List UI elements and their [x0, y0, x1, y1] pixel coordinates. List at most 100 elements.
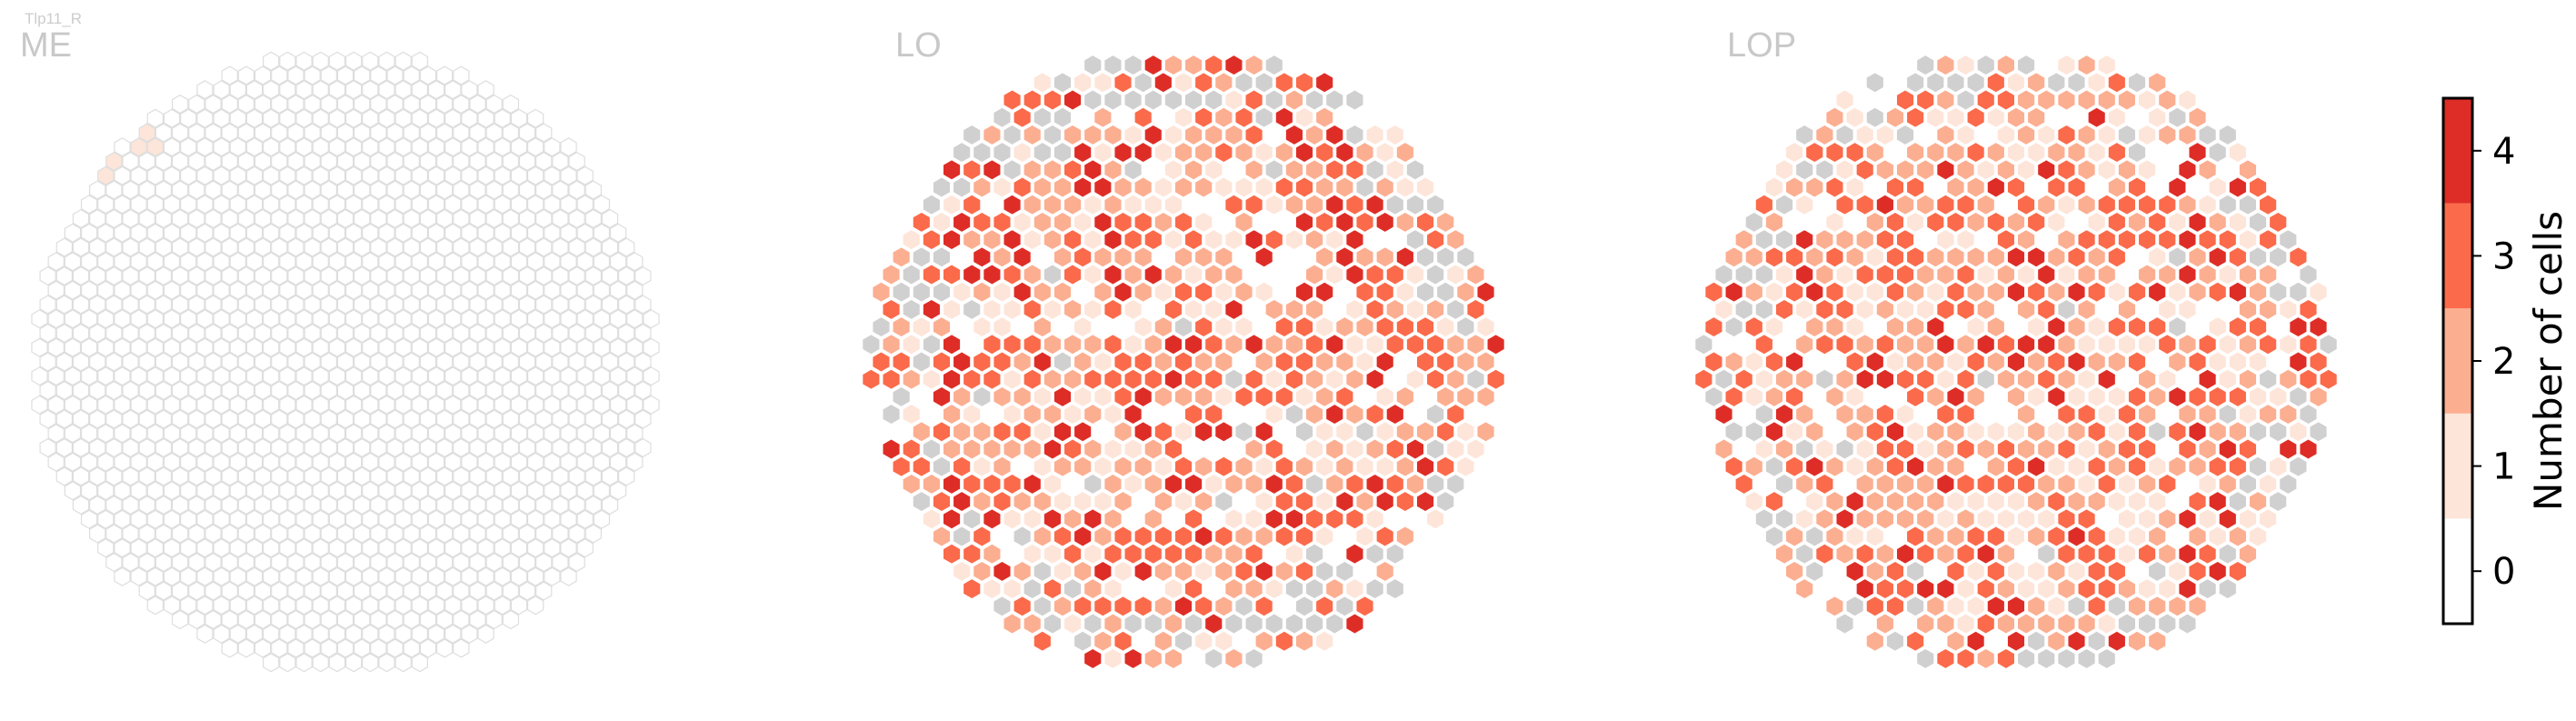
hex-cell — [2167, 315, 2188, 338]
hex-cell — [354, 265, 371, 286]
hex-cell — [403, 323, 420, 344]
hex-cell — [444, 309, 462, 329]
hex-cell — [2087, 386, 2107, 408]
hex-cell — [221, 295, 238, 315]
hex-cell — [312, 137, 329, 157]
hex-cell — [362, 395, 379, 415]
hex-cell — [1213, 455, 1234, 478]
hex-cell — [122, 208, 139, 229]
hex-cell — [271, 94, 288, 115]
hex-cell — [1304, 437, 1324, 461]
hex-cell — [89, 466, 106, 486]
hex-cell — [1996, 228, 2016, 251]
hex-cell — [163, 395, 181, 415]
hex-cell — [2046, 560, 2067, 583]
hex-cell — [1183, 612, 1203, 636]
hex-cell — [320, 94, 337, 115]
hex-cell — [1364, 403, 1385, 426]
hex-cell — [469, 208, 486, 229]
hex-cell — [1173, 315, 1193, 338]
hex-cell — [1784, 490, 1804, 513]
hex-cell — [1354, 560, 1375, 583]
hex-cell — [1885, 280, 1905, 304]
hex-cell — [254, 466, 272, 486]
hex-cell — [1254, 315, 1274, 338]
hex-cell — [229, 424, 246, 444]
hex-cell — [609, 452, 627, 472]
hex-cell — [871, 315, 892, 338]
hex-cell — [1304, 193, 1324, 216]
hex-cell — [1875, 333, 1895, 356]
hex-cell — [394, 51, 412, 71]
hex-cell — [444, 337, 462, 357]
hex-cell — [477, 337, 494, 357]
hex-cell — [64, 337, 82, 357]
hex-cell — [1395, 280, 1415, 304]
hex-cell — [403, 352, 420, 372]
hex-cell — [188, 295, 205, 315]
hex-cell — [304, 437, 321, 458]
hex-cell — [1875, 403, 1895, 426]
hex-cell — [237, 581, 255, 601]
hex-cell — [105, 352, 123, 372]
hex-cell — [89, 437, 106, 458]
hex-cell — [2056, 507, 2077, 531]
hex-cell — [2087, 420, 2107, 444]
hex-cell — [2268, 455, 2288, 478]
hex-cell — [1935, 473, 1956, 496]
hex-cell — [891, 386, 912, 408]
hex-cell — [196, 137, 214, 157]
hex-cell — [510, 165, 528, 185]
hex-cell — [1935, 124, 1956, 146]
hex-cell — [1955, 88, 1976, 112]
hex-cell — [1375, 245, 1395, 269]
hex-cell — [477, 538, 494, 558]
hex-cell — [1314, 175, 1334, 199]
hex-cell — [2046, 175, 2067, 199]
hex-cell — [2087, 141, 2107, 164]
hex-cell — [2218, 437, 2238, 461]
hex-cell — [477, 137, 494, 157]
hex-cell — [1986, 560, 2006, 583]
hex-cell — [601, 237, 619, 257]
hex-cell — [1865, 350, 1885, 374]
hex-cell — [1435, 490, 1455, 513]
hex-cell — [97, 280, 115, 300]
hex-cell — [502, 265, 520, 286]
hex-cell — [394, 452, 412, 472]
hex-cell — [982, 507, 1003, 531]
hex-cell — [601, 437, 619, 458]
hex-cell — [31, 337, 48, 357]
hex-cell — [1173, 420, 1193, 444]
hex-cell — [1485, 367, 1506, 391]
hex-cell — [336, 65, 354, 85]
hex-cell — [122, 352, 139, 372]
hex-cell — [2288, 420, 2309, 444]
hex-cell — [444, 137, 462, 157]
hex-cell — [279, 653, 296, 673]
hex-cell — [494, 481, 511, 501]
hex-cell — [171, 323, 189, 344]
hex-cell — [1103, 647, 1123, 670]
hex-cell — [1073, 175, 1093, 199]
hex-cell — [394, 481, 412, 501]
hex-cell — [2097, 333, 2117, 356]
hex-cell — [952, 315, 972, 338]
hex-cell — [568, 295, 585, 315]
hex-cell — [1814, 193, 1835, 216]
hex-cell — [643, 309, 660, 329]
hex-cell — [952, 245, 972, 269]
hex-cell — [254, 552, 272, 573]
hex-cell — [992, 525, 1013, 548]
hex-cell — [1865, 141, 1885, 164]
hex-cell — [1093, 211, 1113, 234]
hex-cell — [922, 228, 942, 251]
hex-cell — [435, 380, 454, 401]
hex-cell — [1143, 333, 1163, 356]
hex-cell — [1925, 350, 1945, 374]
hex-cell — [2127, 455, 2147, 478]
hex-cell — [2147, 455, 2167, 478]
hex-cell — [1945, 105, 1966, 129]
hex-cell — [568, 352, 585, 372]
hex-cell — [576, 252, 594, 272]
